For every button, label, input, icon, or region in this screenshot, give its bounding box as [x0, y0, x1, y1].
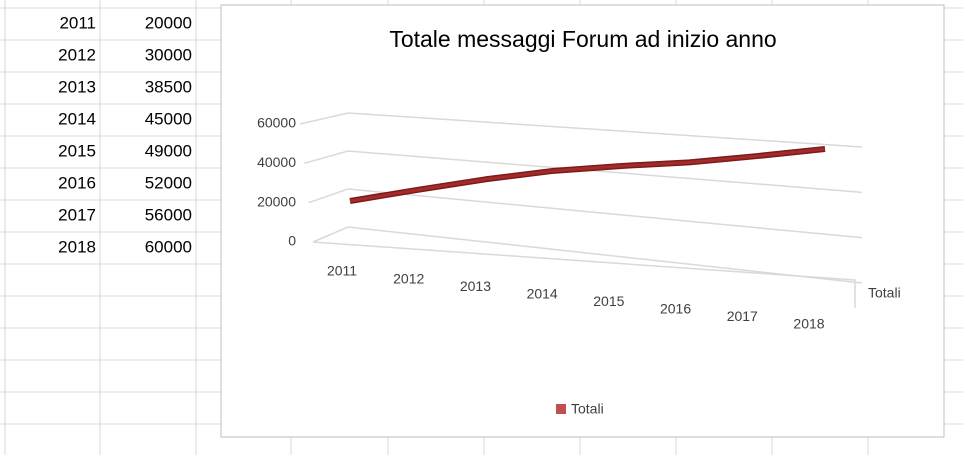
- line-highlight: [349, 147, 826, 203]
- legend-label: Totali: [571, 401, 604, 417]
- cell: 56000: [145, 205, 192, 224]
- grid-line: [299, 112, 863, 148]
- cell: 20000: [145, 13, 192, 32]
- x-tick-label: 2011: [327, 263, 357, 279]
- cell: 30000: [145, 45, 192, 64]
- x-tick-label: 2017: [727, 308, 758, 324]
- chart-area[interactable]: [220, 4, 945, 438]
- x-tick-label: 2018: [793, 316, 824, 332]
- cell: 49000: [145, 141, 192, 160]
- z-axis-label: Totali: [868, 285, 901, 301]
- y-tick-label: 60000: [257, 115, 296, 131]
- grid-line: [304, 150, 863, 194]
- x-tick-label: 2013: [460, 278, 491, 294]
- floor-edge: [312, 241, 856, 308]
- chart-title: Totale messaggi Forum ad inizio anno: [389, 26, 776, 52]
- y-tick-label: 40000: [257, 154, 296, 170]
- y-tick-label: 20000: [257, 193, 296, 209]
- cell: 2018: [58, 237, 96, 256]
- cell: 2015: [58, 141, 96, 160]
- x-tick-label: 2016: [660, 301, 691, 317]
- cell: 2013: [58, 77, 96, 96]
- grid-line: [312, 226, 863, 284]
- cell: 2017: [58, 205, 96, 224]
- cell: 60000: [145, 237, 192, 256]
- cell: 38500: [145, 77, 192, 96]
- x-tick-label: 2012: [393, 270, 424, 286]
- y-tick-label: 0: [288, 233, 296, 249]
- cell: 2016: [58, 173, 96, 192]
- cell: 2011: [59, 13, 96, 32]
- legend-swatch: [556, 404, 566, 414]
- x-tick-label: 2014: [527, 285, 558, 301]
- x-tick-label: 2015: [593, 293, 624, 309]
- cell: 2012: [58, 45, 96, 64]
- cell: 2014: [58, 109, 96, 128]
- cell: 52000: [145, 173, 192, 192]
- cell: 45000: [145, 109, 192, 128]
- grid-line: [308, 188, 863, 239]
